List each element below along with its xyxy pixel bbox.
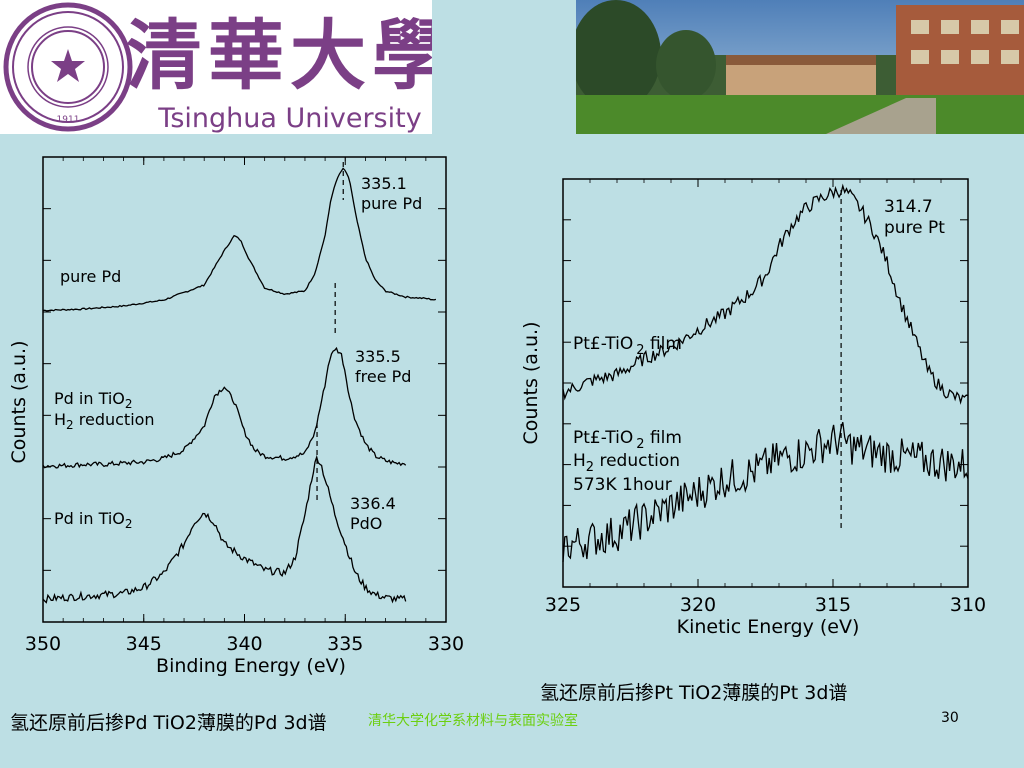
page-number: 30 bbox=[941, 710, 959, 726]
spectrum-line-2 bbox=[562, 422, 969, 563]
right-series-label-film: Pt£-TiO 2 film bbox=[573, 334, 682, 358]
peak-value-label: 335.1 bbox=[361, 174, 407, 193]
left-x-axis-label: Binding Energy (eV) bbox=[156, 655, 346, 677]
svg-text:清華大學: 清華大學 bbox=[126, 11, 432, 100]
peak-name-label: pure Pd bbox=[361, 194, 422, 213]
right-series-label-reduction-line2: H2 reduction bbox=[573, 451, 680, 475]
right-chart-caption: 氢还原前后掺Pt TiO2薄膜的Pt 3d谱 bbox=[540, 682, 848, 704]
peak-value-label: 314.7 bbox=[884, 197, 933, 217]
left-chart-caption: 氢还原前后掺Pd TiO2薄膜的Pd 3d谱 bbox=[10, 712, 327, 734]
left-chart-series bbox=[42, 167, 437, 604]
spectrum-line-1 bbox=[562, 183, 969, 405]
left-series-label-reduction-line2: H2 reduction bbox=[54, 410, 155, 432]
x-tick-label: 340 bbox=[226, 633, 262, 655]
peak-name-label: free Pd bbox=[355, 367, 411, 386]
left-series-label-reduction: Pd in TiO2 bbox=[54, 389, 133, 411]
peak-name-label: PdO bbox=[350, 514, 382, 533]
right-chart-series bbox=[562, 183, 969, 563]
peak-value-label: 336.4 bbox=[350, 494, 396, 513]
spectrum-line-1 bbox=[42, 167, 437, 312]
peak-value-label: 335.5 bbox=[355, 347, 401, 366]
right-y-axis-label: Counts (a.u.) bbox=[520, 322, 542, 445]
x-tick-label: 345 bbox=[126, 633, 162, 655]
x-tick-label: 315 bbox=[815, 594, 851, 616]
peak-name-label: pure Pt bbox=[884, 218, 945, 238]
right-x-tick-labels: 325 320 315 310 bbox=[545, 594, 986, 616]
right-series-label-reduction-line3: 573K 1hour bbox=[573, 475, 672, 495]
left-series-label-pure-pd: pure Pd bbox=[60, 267, 121, 286]
left-chart-ticks bbox=[42, 157, 447, 622]
lab-footer: 清华大学化学系材料与表面实验室 bbox=[368, 713, 578, 729]
x-tick-label: 320 bbox=[680, 594, 716, 616]
right-chart-ticks bbox=[562, 179, 969, 587]
university-english-name: Tsinghua University bbox=[157, 103, 421, 134]
x-tick-label: 335 bbox=[327, 633, 363, 655]
right-series-label-film-reduced: Pt£-TiO 2 film bbox=[573, 428, 682, 452]
x-tick-label: 330 bbox=[428, 633, 464, 655]
spectrum-line-3 bbox=[42, 454, 407, 604]
left-series-label-pd-in-tio2: Pd in TiO2 bbox=[54, 509, 133, 531]
university-chinese-name: 清華大學 bbox=[126, 11, 448, 100]
spectrum-line-2 bbox=[42, 346, 407, 469]
x-tick-label: 325 bbox=[545, 594, 581, 616]
right-x-axis-label: Kinetic Energy (eV) bbox=[677, 616, 860, 638]
tsinghua-logo-banner: 1911 清華大學 Tsinghua University bbox=[0, 0, 448, 134]
x-tick-label: 350 bbox=[25, 633, 61, 655]
tsinghua-seal-icon: 1911 清華大學 Tsinghua University bbox=[3, 2, 448, 134]
campus-photo bbox=[571, 0, 1024, 134]
x-tick-label: 310 bbox=[950, 594, 986, 616]
seal-year: 1911 bbox=[57, 115, 80, 125]
left-x-tick-labels: 350 345 340 335 330 bbox=[25, 633, 464, 655]
left-y-axis-label: Counts (a.u.) bbox=[8, 341, 30, 464]
